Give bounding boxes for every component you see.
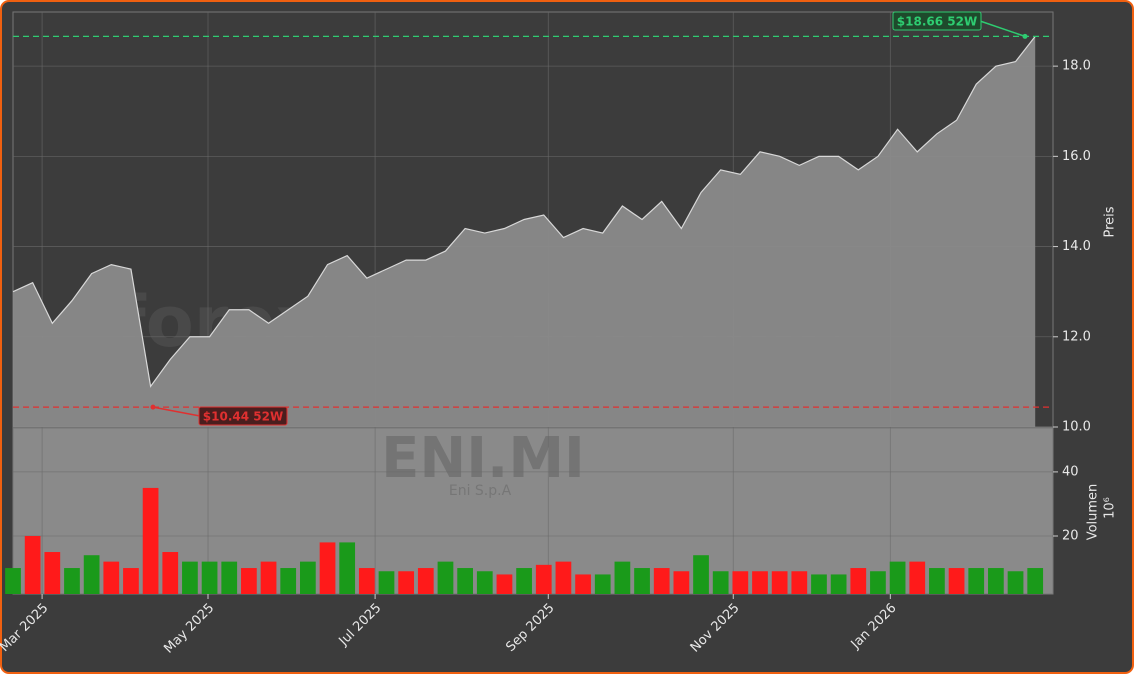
volume-unit: 10⁶ [1103, 497, 1118, 519]
volume-bar [673, 571, 690, 594]
volume-axis-label: Volumen [1086, 484, 1101, 541]
volume-bar [988, 568, 1004, 594]
volume-bar [771, 571, 788, 594]
volume-bar [594, 574, 611, 594]
volume-bar [732, 571, 749, 594]
volume-bar [241, 568, 257, 594]
price-area [13, 36, 1036, 427]
volume-bar [889, 561, 906, 594]
volume-bar [398, 571, 415, 594]
volume-bar [201, 561, 218, 594]
volume-bar [830, 574, 847, 594]
volume-bar [496, 574, 513, 594]
volume-bar [44, 552, 61, 594]
volume-bar [339, 542, 356, 594]
volume-bar [103, 561, 120, 594]
y-tick-label: 14.0 [1062, 239, 1091, 254]
volume-bar [909, 561, 926, 594]
volume-bar [1007, 571, 1024, 594]
volume-bar [5, 568, 21, 594]
volume-bar [437, 561, 454, 594]
volume-bar [64, 568, 80, 594]
volume-bar [811, 574, 827, 594]
volume-bar [358, 568, 375, 594]
low-arrow-head [150, 404, 156, 410]
volume-bar [221, 561, 238, 594]
high-arrow [979, 20, 1026, 38]
high-box [892, 11, 982, 31]
y-tick-label: 16.0 [1062, 149, 1091, 164]
y-axis-label: Preis [1103, 206, 1118, 237]
volume-bar [575, 574, 591, 594]
volume-bar [850, 568, 867, 594]
volume-bar [83, 555, 100, 594]
high-label: $18.66 52W [897, 15, 977, 29]
volume-bar [614, 561, 631, 594]
low-box [198, 406, 288, 426]
volume-bar [968, 568, 985, 594]
y-tick-label: 40 [1062, 464, 1079, 479]
volume-bar [948, 568, 965, 594]
volume-bar [535, 564, 552, 594]
volume-bar [142, 487, 159, 594]
high-arrow-head [1022, 33, 1028, 39]
volume-bar [634, 568, 650, 594]
volume-bar [476, 571, 493, 594]
watermark-ticker: ENI.MI [381, 426, 585, 491]
price-line [12, 35, 1036, 388]
y-tick-label: 10.0 [1062, 420, 1091, 435]
volume-bar [929, 568, 945, 594]
volume-bar [260, 561, 277, 594]
volume-bar [24, 535, 41, 594]
volume-bar [1027, 568, 1044, 594]
volume-bar [870, 571, 886, 594]
volume-bar [555, 561, 572, 594]
y-tick-label: 12.0 [1062, 329, 1091, 344]
volume-bar [791, 571, 808, 594]
volume-bar [653, 568, 670, 594]
volume-bar [457, 568, 473, 594]
y-tick-label: 18.0 [1062, 59, 1091, 74]
volume-bar [162, 552, 179, 594]
volume-bar [752, 571, 768, 594]
volume-bar [319, 542, 336, 594]
volume-bar [516, 568, 532, 594]
y-tick-label: 20 [1062, 528, 1079, 543]
volume-bar [417, 568, 434, 594]
volume-bar [123, 568, 139, 594]
volume-bar [182, 561, 198, 594]
volume-bar [693, 555, 709, 594]
volume-bar [300, 561, 316, 594]
watermark-company: Eni S.p.A [449, 483, 512, 499]
volume-bar [378, 571, 395, 594]
low-arrow [152, 406, 201, 417]
low-label: $10.44 52W [203, 410, 283, 424]
volume-bar [280, 568, 297, 594]
volume-bar [712, 571, 729, 594]
